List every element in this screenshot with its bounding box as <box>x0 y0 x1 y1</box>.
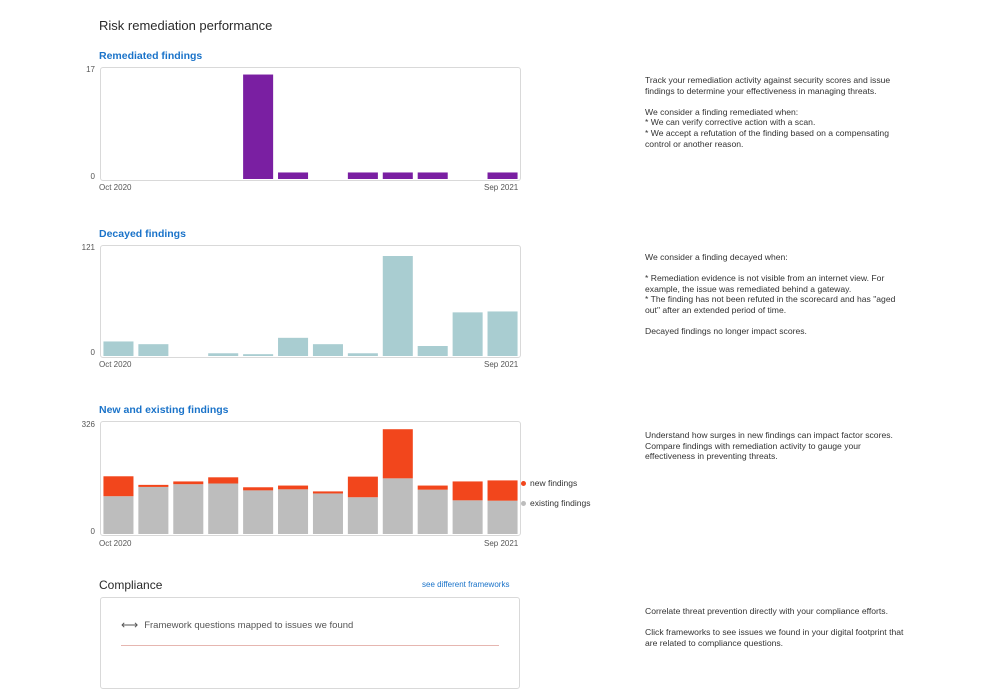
decayed-description: We consider a finding decayed when: * Re… <box>645 252 905 347</box>
new-existing-legend: new findings existing findings <box>521 477 590 517</box>
bar-10 <box>452 312 483 356</box>
bar-existing-3 <box>208 483 239 534</box>
bar-7 <box>347 353 378 356</box>
bar-3 <box>208 353 239 356</box>
decayed-desc-bullet-2: * The finding has not been refuted in th… <box>645 294 896 315</box>
bar-existing-6 <box>312 493 343 534</box>
legend-new-findings: new findings <box>521 477 590 489</box>
new-existing-chart <box>100 421 521 536</box>
bar-9 <box>417 346 448 356</box>
bar-9 <box>417 172 448 179</box>
new-existing-y-min: 0 <box>90 527 95 536</box>
bar-new-11 <box>487 480 518 501</box>
decayed-x-end: Sep 2021 <box>484 360 519 369</box>
bar-existing-10 <box>452 500 483 534</box>
decayed-desc-bullet-1: * Remediation evidence is not visible fr… <box>645 273 885 294</box>
legend-new-label: new findings <box>530 478 578 488</box>
bar-1 <box>138 344 169 356</box>
bar-11 <box>487 172 518 179</box>
decayed-y-min: 0 <box>90 348 95 357</box>
bar-existing-8 <box>382 478 413 534</box>
remediated-description: Track your remediation activity against … <box>645 75 905 149</box>
bar-new-8 <box>382 429 413 479</box>
new-existing-description: Understand how surges in new findings ca… <box>645 430 905 472</box>
bar-5 <box>278 337 309 356</box>
bar-new-6 <box>312 491 343 494</box>
bar-7 <box>347 172 378 179</box>
remediated-desc-bullet-2: * We accept a refutation of the finding … <box>645 127 889 149</box>
decayed-desc-p3: Decayed findings no longer impact scores… <box>645 326 807 337</box>
bar-existing-9 <box>417 489 448 534</box>
decayed-x-start: Oct 2020 <box>99 360 132 369</box>
bar-new-4 <box>243 487 274 491</box>
chart-svg <box>103 256 518 356</box>
compliance-header: ⟷ Framework questions mapped to issues w… <box>121 618 353 632</box>
bar-existing-4 <box>243 490 274 534</box>
bar-existing-2 <box>173 484 204 534</box>
remediated-y-min: 0 <box>90 172 95 181</box>
remediated-chart <box>100 67 521 181</box>
bar-existing-0 <box>103 496 134 534</box>
page-title: Risk remediation performance <box>99 18 273 33</box>
bar-6 <box>312 344 343 356</box>
remediated-y-max: 17 <box>86 65 95 74</box>
remediated-desc-bullet-1: * We can verify corrective action with a… <box>645 117 816 128</box>
compliance-description: Correlate threat prevention directly wit… <box>645 606 905 659</box>
new-existing-y-max: 326 <box>81 420 95 429</box>
compliance-box: ⟷ Framework questions mapped to issues w… <box>100 597 520 689</box>
bar-8 <box>382 256 413 356</box>
bar-5 <box>278 172 309 179</box>
bar-new-1 <box>138 484 169 487</box>
compliance-divider <box>121 645 499 646</box>
new-existing-chart-title: New and existing findings <box>99 404 229 416</box>
bar-11 <box>487 311 518 356</box>
decayed-y-max: 121 <box>81 243 95 252</box>
new-existing-x-start: Oct 2020 <box>99 539 132 548</box>
bar-new-0 <box>103 476 134 497</box>
legend-existing-dot <box>521 500 526 506</box>
bar-existing-1 <box>138 486 169 534</box>
bar-new-9 <box>417 485 448 490</box>
bar-4 <box>243 354 274 356</box>
see-different-frameworks-link[interactable]: see different frameworks <box>422 580 510 589</box>
bar-existing-11 <box>487 500 518 534</box>
bar-new-2 <box>173 481 204 485</box>
remediated-x-start: Oct 2020 <box>99 183 132 192</box>
chart-svg <box>243 74 518 179</box>
decayed-chart <box>100 245 521 358</box>
compliance-header-label: Framework questions mapped to issues we … <box>144 619 354 631</box>
decayed-desc-p1: We consider a finding decayed when: <box>645 252 788 262</box>
left-right-arrow-icon: ⟷ <box>121 618 139 632</box>
chart-svg <box>103 429 518 534</box>
bar-new-7 <box>347 476 378 498</box>
bar-existing-7 <box>347 497 378 534</box>
remediated-desc-p1: Track your remediation activity against … <box>645 75 891 96</box>
compliance-desc-p1: Correlate threat prevention directly wit… <box>645 606 888 616</box>
bar-8 <box>382 172 413 179</box>
legend-existing-label: existing findings <box>530 498 591 508</box>
compliance-title: Compliance <box>99 578 163 592</box>
new-existing-x-end: Sep 2021 <box>484 539 519 548</box>
bar-new-5 <box>278 485 309 490</box>
bar-new-3 <box>208 477 239 484</box>
remediated-chart-title: Remediated findings <box>99 50 203 62</box>
remediated-x-end: Sep 2021 <box>484 183 519 192</box>
remediated-desc-intro: We consider a finding remediated when: <box>645 106 799 117</box>
bar-4 <box>243 74 274 179</box>
legend-new-dot <box>521 480 526 486</box>
decayed-chart-title: Decayed findings <box>99 228 186 240</box>
compliance-desc-p2: Click frameworks to see issues we found … <box>645 627 904 648</box>
bar-0 <box>103 341 134 356</box>
legend-existing-findings: existing findings <box>521 497 590 509</box>
bar-existing-5 <box>278 489 309 534</box>
new-existing-desc-p1: Understand how surges in new findings ca… <box>645 430 893 462</box>
bar-new-10 <box>452 481 483 501</box>
